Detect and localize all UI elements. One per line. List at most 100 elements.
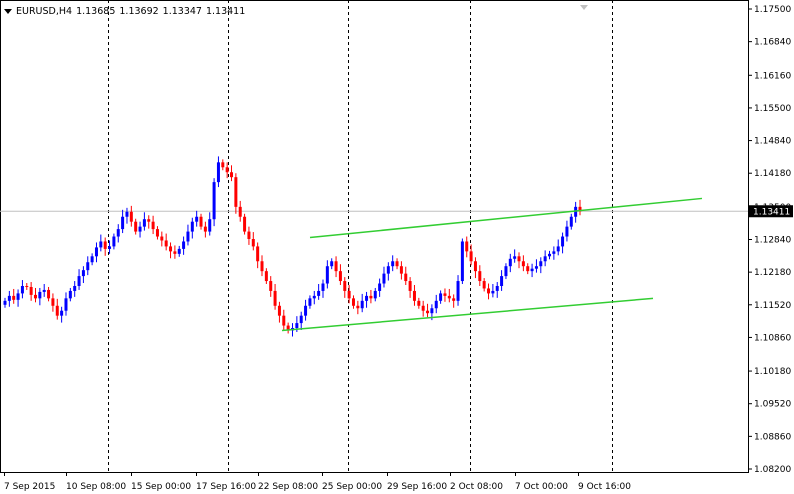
chart-shift-marker-icon[interactable] xyxy=(580,5,588,10)
candle-body xyxy=(251,239,255,247)
candle-body xyxy=(164,240,168,247)
candle-body xyxy=(55,305,59,316)
candle-body xyxy=(439,293,443,301)
time-axis-label: 22 Sep 08:00 xyxy=(258,482,318,492)
candle-body xyxy=(321,283,325,291)
candle-body xyxy=(269,281,273,291)
candle-body xyxy=(338,271,342,282)
candle-body xyxy=(108,246,112,249)
time-axis[interactable]: 7 Sep 2015 10 Sep 08:00 15 Sep 00:00 17 Sep… xyxy=(4,472,631,492)
candle-body xyxy=(482,281,486,289)
candle-body xyxy=(552,251,556,254)
candle-body xyxy=(304,305,308,316)
candle-body xyxy=(103,241,107,249)
candle-body xyxy=(491,290,495,294)
plot-frame xyxy=(0,0,749,473)
candle-body xyxy=(77,276,81,286)
candle-body xyxy=(452,298,456,301)
candle-body xyxy=(426,310,430,314)
candle-body xyxy=(121,216,125,230)
candle-body xyxy=(391,261,395,267)
candle-body xyxy=(42,289,46,292)
candle-body xyxy=(421,305,425,311)
candle-body xyxy=(343,281,347,291)
candle-body xyxy=(238,206,242,217)
current-price-label-bg xyxy=(749,205,793,218)
dropdown-triangle-icon[interactable] xyxy=(4,8,12,14)
candle-body xyxy=(382,273,386,284)
candle-body xyxy=(513,256,517,259)
candle-body xyxy=(299,315,303,324)
price-axis-label: 1.10860 xyxy=(754,333,791,343)
candle-body xyxy=(369,295,373,299)
high-value: 1.13692 xyxy=(119,5,159,17)
time-axis-label: 15 Sep 00:00 xyxy=(131,482,191,492)
candle-body xyxy=(243,216,247,232)
candle-body xyxy=(447,295,451,299)
candle-body xyxy=(534,266,538,269)
candle-body xyxy=(500,276,504,286)
candle-body xyxy=(443,293,447,296)
price-axis-label: 1.14840 xyxy=(754,137,791,147)
candle-body xyxy=(38,291,42,299)
candle-body xyxy=(465,241,469,252)
candle-body xyxy=(561,236,565,247)
price-axis[interactable]: 1.17500 1.16840 1.16160 1.15500 1.14840 1.141… xyxy=(748,5,793,475)
candle-body xyxy=(64,298,68,311)
candle-body xyxy=(186,231,190,242)
candle-body xyxy=(530,268,534,272)
candle-body xyxy=(282,315,286,326)
candle-body xyxy=(478,271,482,282)
candle-body xyxy=(256,246,260,262)
candle-body xyxy=(203,226,207,232)
candle-body xyxy=(434,300,438,309)
price-axis-label: 1.12840 xyxy=(754,235,791,245)
vertical-grid xyxy=(108,0,613,472)
candle-body xyxy=(81,270,85,277)
candle-body xyxy=(16,293,20,300)
candle-body xyxy=(495,285,499,291)
candle-body xyxy=(312,295,316,299)
candle-body xyxy=(539,261,543,267)
trendlines[interactable] xyxy=(281,197,703,332)
open-value: 1.13685 xyxy=(76,5,116,17)
candles xyxy=(3,156,582,337)
candle-body xyxy=(169,246,173,252)
candle-body xyxy=(365,295,369,301)
price-axis-label: 1.08200 xyxy=(754,465,791,475)
candle-body xyxy=(125,211,129,217)
candle-body xyxy=(90,256,94,263)
candle-body xyxy=(395,261,399,267)
candle-body xyxy=(86,262,90,271)
time-axis-label: 7 Oct 00:00 xyxy=(515,482,568,492)
candle-body xyxy=(356,305,360,309)
candle-body xyxy=(386,266,390,274)
candle-body xyxy=(68,290,72,299)
close-value: 1.13411 xyxy=(205,5,246,17)
candle-body xyxy=(51,298,55,306)
candle-body xyxy=(208,219,212,232)
time-axis-label: 9 Oct 16:00 xyxy=(578,482,631,492)
candle-body xyxy=(473,261,477,272)
trendline[interactable] xyxy=(281,297,654,332)
time-axis-label: 17 Sep 16:00 xyxy=(196,482,256,492)
candle-body xyxy=(543,256,547,262)
price-axis-label: 1.16840 xyxy=(754,38,791,48)
candle-body xyxy=(33,294,37,299)
candle-body xyxy=(273,290,277,306)
candle-body xyxy=(487,288,491,294)
candle-body xyxy=(373,290,377,299)
time-axis-label: 29 Sep 16:00 xyxy=(387,482,447,492)
candle-body xyxy=(330,261,334,267)
candle-body xyxy=(20,285,24,294)
candle-body xyxy=(565,226,569,237)
candle-body xyxy=(225,167,229,173)
candle-body xyxy=(521,261,525,267)
candle-body xyxy=(155,229,159,237)
candle-body xyxy=(526,266,530,272)
candle-body xyxy=(412,290,416,301)
trendline[interactable] xyxy=(309,197,703,239)
candle-body xyxy=(317,290,321,296)
